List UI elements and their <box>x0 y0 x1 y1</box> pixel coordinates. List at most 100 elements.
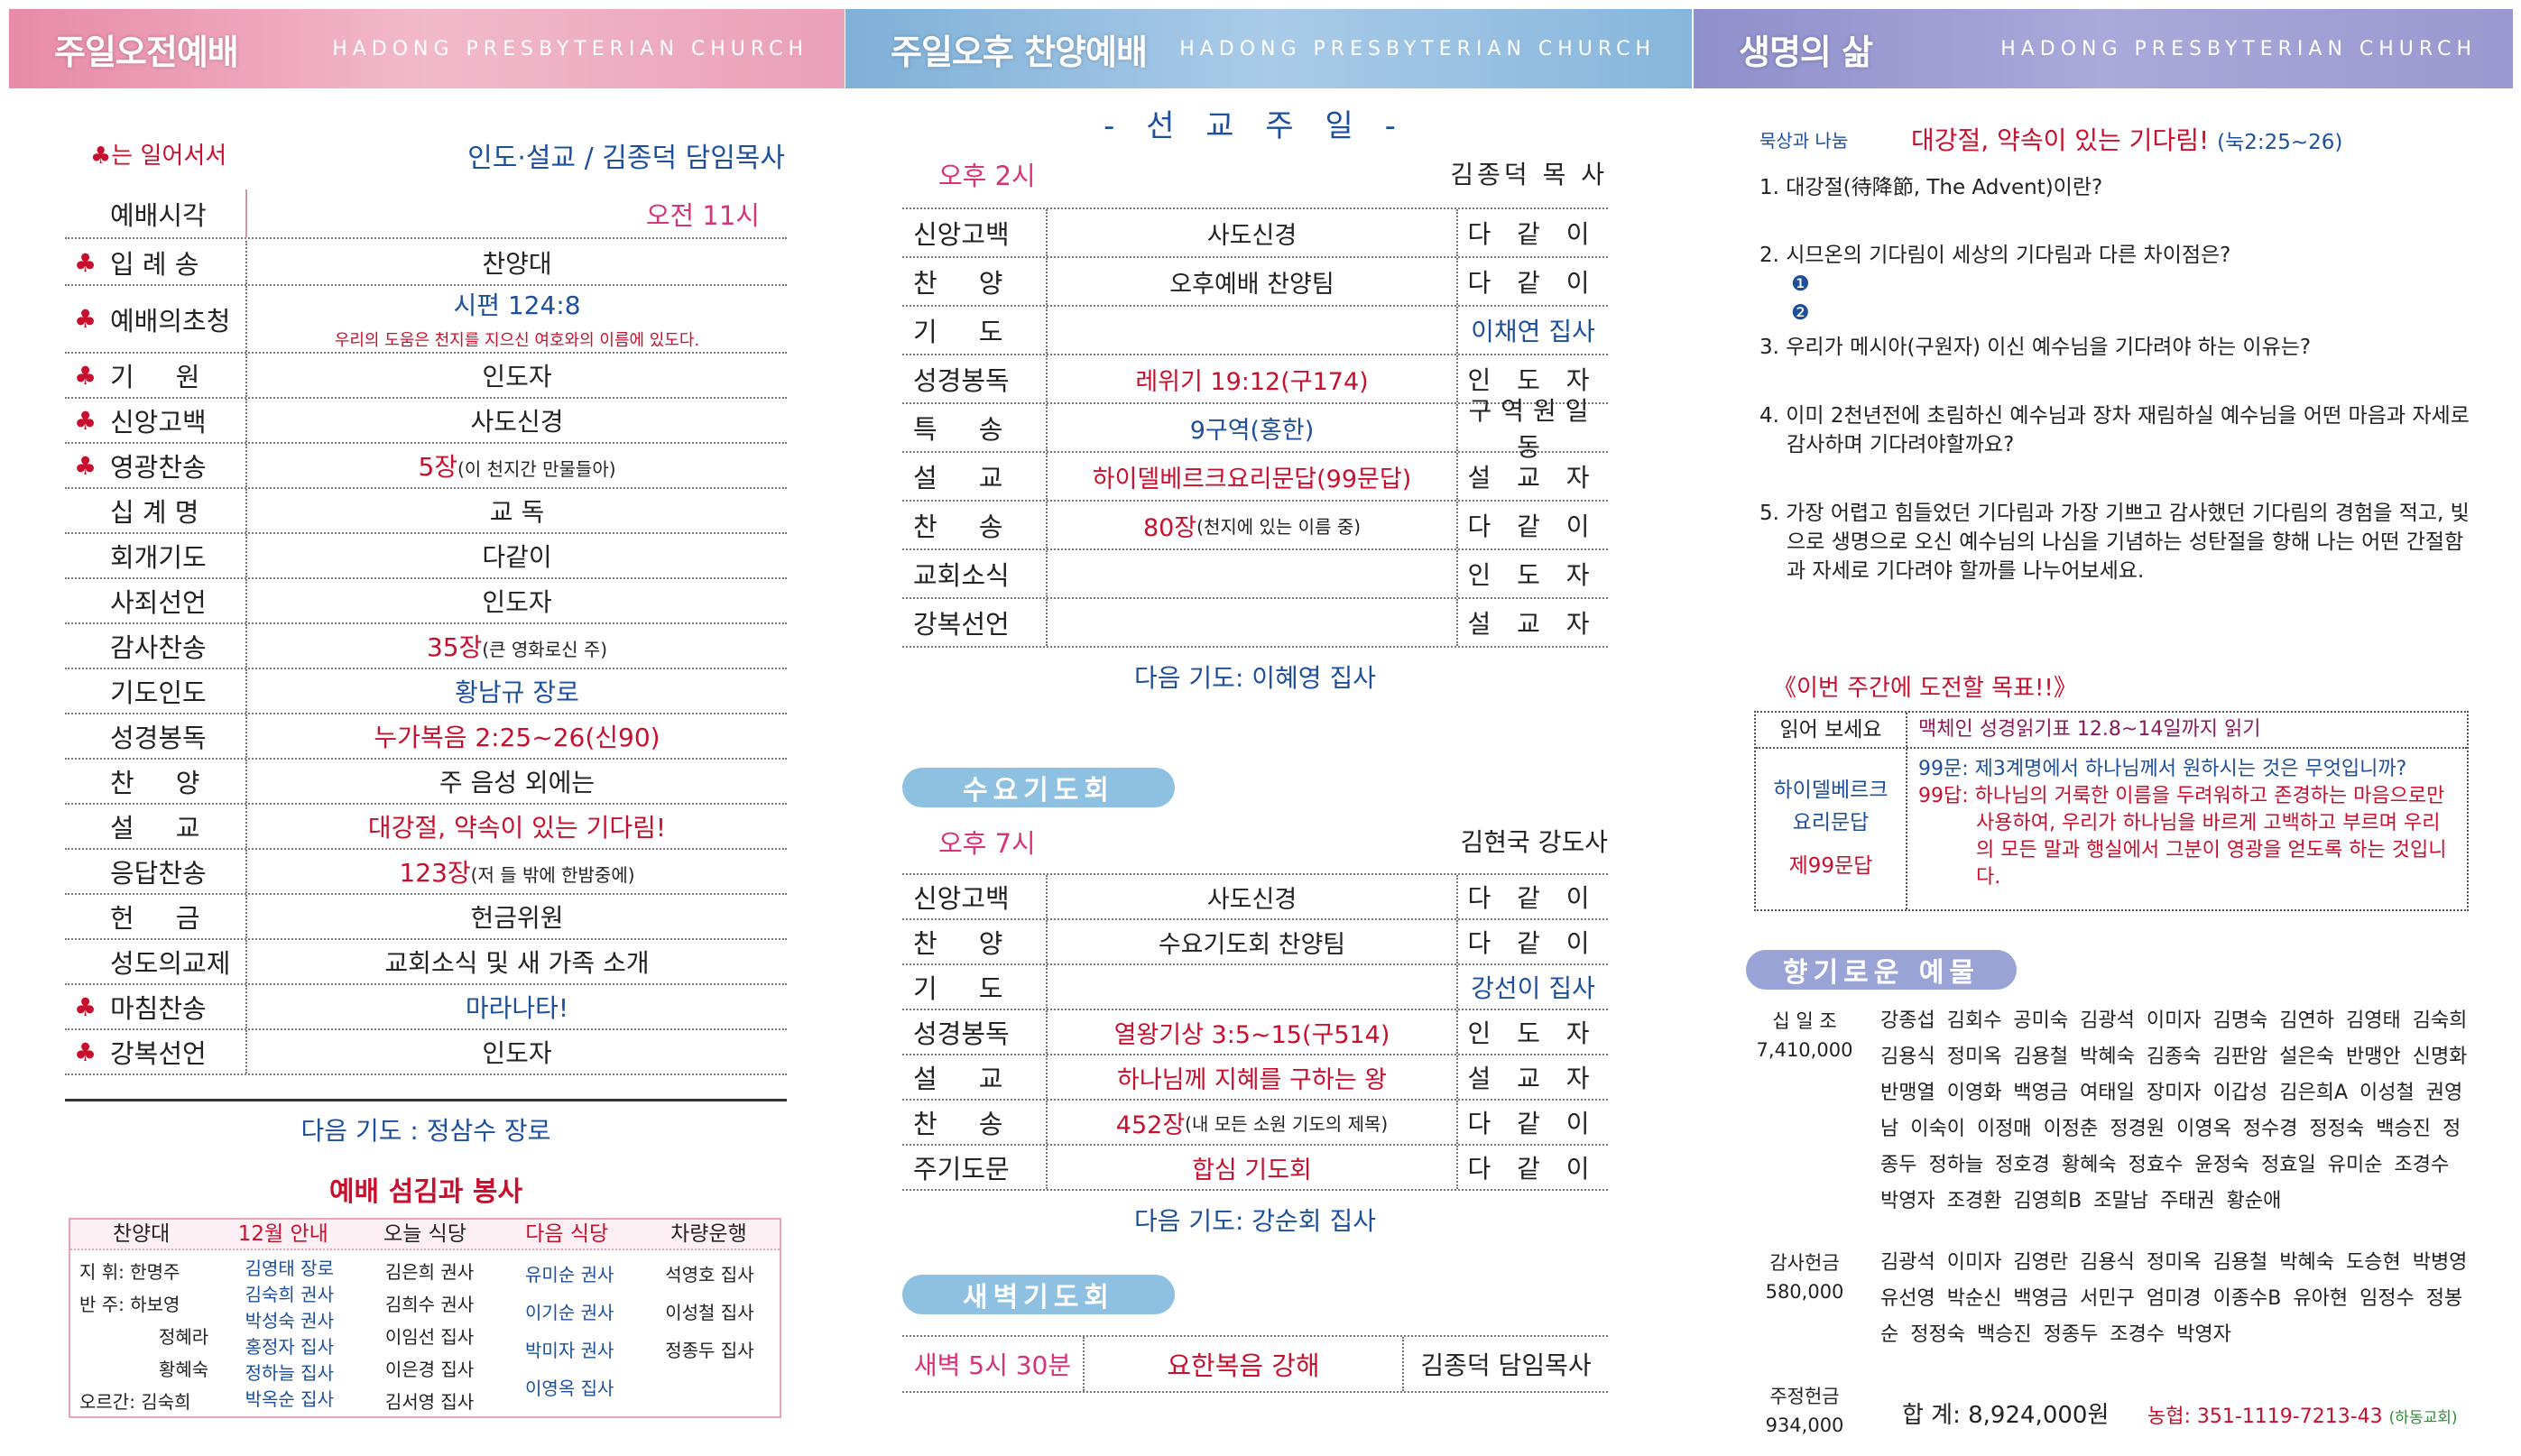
challenge-table: 읽어 보세요 맥체인 성경읽기표 12.8~14일까지 읽기 하이델베르크 요리… <box>1754 711 2469 911</box>
order-value: 오후예배 찬양팀 <box>1048 258 1458 305</box>
order-value-text: 35장 <box>426 632 483 662</box>
order-row: ♣ 기 원 인도자 <box>65 354 787 399</box>
order-value-text: 사도신경 <box>470 407 564 437</box>
service-name: 석영호 집사 <box>665 1264 754 1286</box>
service-name: 홍정자 집사 <box>245 1336 334 1358</box>
order-value-text: 마라나타! <box>465 993 569 1023</box>
order-value: 헌금위원 <box>247 898 787 935</box>
order-value-text: 하나님께 지혜를 구하는 왕 <box>1117 1065 1387 1094</box>
service-header: 차량운행 <box>670 1222 747 1246</box>
order-value-text: 헌금위원 <box>470 903 564 933</box>
order-value: 인도자 <box>247 1034 787 1070</box>
order-row: 성경봉독 열왕기상 3:5~15(구514) 인 도 자 <box>902 1010 1608 1055</box>
order-label: 성경봉독 <box>902 355 1048 402</box>
service-col-guide: 김영태 장로 김숙희 권사 박성숙 권사 홍정자 집사 정하늘 집사 박옥순 집사 <box>219 1256 359 1418</box>
order-value: 사도신경 <box>1048 875 1458 918</box>
dawn-title: 새벽기도회 <box>902 1275 1175 1314</box>
order-label: 사죄선언 <box>65 579 247 622</box>
service-col-drivers: 석영호 집사 이성철 집사 정종두 집사 <box>640 1256 780 1418</box>
thanks-label: 감사헌금 580,000 <box>1765 1252 1844 1303</box>
service-table: 찬양대 12월 안내 오늘 식당 다음 식당 차량운행 지 휘: 한명주 반 주: 하보영 정… <box>69 1218 781 1418</box>
order-value-text: 시편 124:8 <box>453 290 581 320</box>
order-value: 찬양대 <box>247 244 787 281</box>
order-label: ♣ 입 례 송 <box>65 241 247 284</box>
order-value-text: 인도자 <box>482 587 552 617</box>
answer-slot-2: ❷ <box>1791 301 1810 325</box>
order-value-text: 사도신경 <box>1206 221 1297 250</box>
order-value: 레위기 19:12(구174) <box>1048 355 1458 402</box>
order-label: 신앙고백 <box>902 875 1048 918</box>
service-name: 김영태 장로 <box>245 1258 334 1279</box>
order-label: 설 교 <box>902 453 1048 500</box>
order-row: 기 도 강선이 집사 <box>902 965 1608 1010</box>
order-label: 주기도문 <box>902 1146 1048 1189</box>
service-name: 정혜라 <box>159 1326 209 1348</box>
divider <box>65 1099 787 1101</box>
order-value: 주 음성 외에는 <box>247 763 787 799</box>
catechism-answer: 99답: 하나님의 거룩한 이름을 두려워하고 존경하는 마음으로만 사용하여,… <box>1918 785 2447 889</box>
order-row: ♣ 강복선언 인도자 <box>65 1030 787 1075</box>
service-title: 예배 섬김과 봉사 <box>328 1176 523 1208</box>
order-value: 다같이 <box>247 538 787 574</box>
order-label: ♣ 기 원 <box>65 354 247 397</box>
wednesday-title: 수요기도회 <box>902 768 1175 807</box>
service-name: 정종두 집사 <box>665 1340 754 1361</box>
order-label: ♣ 신앙고백 <box>65 399 247 442</box>
stand-note: ♣는 일어서서 <box>90 143 227 170</box>
tithe-names: 강종섭 김회수 공미숙 김광석 이미자 김명숙 김연하 김영태 김숙희 김용식 … <box>1880 1009 2468 1212</box>
afternoon-time: 오후 2시 <box>938 161 1036 191</box>
order-label: 특 송 <box>902 404 1048 451</box>
order-value: 인도자 <box>247 583 787 619</box>
order-value: 452장 (내 모든 소원 기도의 제목) <box>1048 1101 1458 1144</box>
order-value: 합심 기도회 <box>1048 1146 1458 1189</box>
order-row: 성경봉독 누가복음 2:25~26(신90) <box>65 714 787 760</box>
order-value-text: 123장 <box>399 858 471 888</box>
service-name: 박성숙 권사 <box>245 1310 334 1332</box>
service-name: 유미순 권사 <box>525 1264 614 1286</box>
order-label: 헌 금 <box>65 895 247 938</box>
order-label-text: 기도인도 <box>110 677 207 708</box>
order-value-text: 주 음성 외에는 <box>439 768 596 797</box>
order-value: 인도자 <box>247 357 787 393</box>
service-name: 이은경 집사 <box>384 1359 475 1380</box>
order-value <box>1048 550 1458 597</box>
order-label: 감사찬송 <box>65 624 247 668</box>
thanks-names: 김광석 이미자 김영란 김용식 정미옥 김용철 박혜숙 도승현 박병영 유선영 … <box>1880 1251 2468 1346</box>
service-header: 찬양대 <box>112 1222 171 1246</box>
order-label: 찬 송 <box>902 502 1048 548</box>
order-label-text: 영광찬송 <box>110 452 207 483</box>
order-label: 성도의교제 <box>65 940 247 983</box>
order-label-text: 찬 양 <box>110 768 200 798</box>
order-person: 다 같 이 <box>1467 883 1599 913</box>
order-value-text: 누가복음 2:25~26(신90) <box>374 723 660 752</box>
order-row: 설 교 대강절, 약속이 있는 기다림! <box>65 805 787 850</box>
order-value: 80장 (천지에 있는 이름 중) <box>1048 502 1458 548</box>
order-row: 강복선언 설 교 자 <box>902 599 1608 648</box>
order-value-sub: 우리의 도움은 천지를 지으신 여호와의 이름에 있도다. <box>334 331 700 350</box>
order-value-text: 열왕기상 3:5~15(구514) <box>1113 1020 1390 1049</box>
question-1: 1. 대강절(待降節, The Advent)이란? <box>1759 176 2103 199</box>
order-value: 황남규 장로 <box>247 673 787 709</box>
service-name: 지 휘: 한명주 <box>79 1261 180 1283</box>
order-label: ♣ 강복선언 <box>65 1030 247 1074</box>
order-label-text: 사죄선언 <box>110 587 207 618</box>
order-row: 찬 양 오후예배 찬양팀 다 같 이 <box>902 258 1608 307</box>
order-person: 이채연 집사 <box>1471 317 1595 346</box>
order-value: 5장(이 천지간 만물들아) <box>247 447 787 484</box>
order-value: 수요기도회 찬양팀 <box>1048 920 1458 963</box>
order-label-text: 예배의초청 <box>110 305 231 336</box>
service-name: 이영옥 집사 <box>525 1378 614 1399</box>
order-label-text: 헌 금 <box>110 903 200 934</box>
service-name: 이기순 권사 <box>525 1302 614 1323</box>
order-value-note: (천지에 있는 이름 중) <box>1196 515 1362 538</box>
order-label: 설 교 <box>902 1055 1048 1099</box>
order-person: 설 교 자 <box>1467 463 1599 493</box>
order-row: 회개기도 다같이 <box>65 534 787 579</box>
order-person: 다 같 이 <box>1467 1109 1599 1138</box>
order-label: 강복선언 <box>902 599 1048 646</box>
order-label: 기도인도 <box>65 669 247 713</box>
club-icon: ♣ <box>74 405 97 436</box>
order-value: 열왕기상 3:5~15(구514) <box>1048 1010 1458 1054</box>
club-icon: ♣ <box>74 360 97 391</box>
